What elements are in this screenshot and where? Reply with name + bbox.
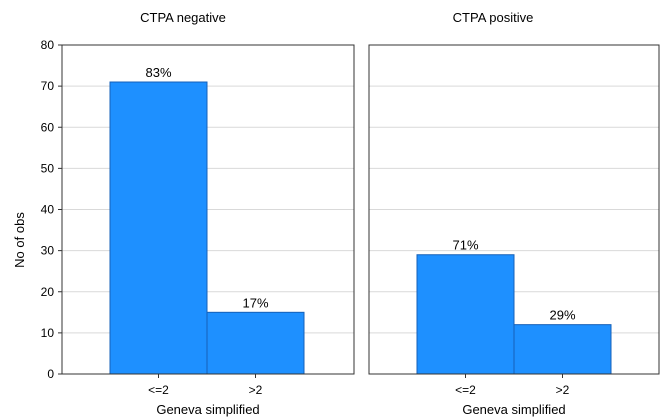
y-tick-label: 10 (41, 326, 55, 340)
data-label: 83% (145, 65, 171, 80)
panel-2-title: CTPA positive (453, 10, 534, 25)
panel-1-title: CTPA negative (140, 10, 226, 25)
data-label: 17% (242, 295, 268, 310)
panel-2-frame (368, 44, 660, 375)
panel-ctpa-negative: CTPA negative 83% 17% 0 10 20 30 40 50 60 70 80 <… (41, 10, 355, 417)
y-tick-label: 20 (41, 285, 55, 299)
y-tick-label: 40 (41, 203, 55, 217)
y-tick-label: 50 (41, 161, 55, 175)
y-tick-label: 80 (41, 38, 55, 52)
bar (416, 254, 515, 375)
bar (109, 81, 208, 375)
panel-1-x-axis-label: Geneva simplified (156, 402, 259, 417)
x-tick-label: >2 (556, 383, 570, 397)
x-tick-label: <=2 (148, 383, 169, 397)
bar (206, 311, 305, 375)
y-tick-label: 60 (41, 120, 55, 134)
y-tick-label: 30 (41, 244, 55, 258)
x-tick-label: <=2 (455, 383, 476, 397)
y-tick-label: 0 (47, 367, 54, 381)
panel-2-x-axis-label: Geneva simplified (462, 402, 565, 417)
x-tick-label: >2 (249, 383, 263, 397)
panel-ctpa-positive: CTPA positive 71% 29% <=2 >2 Geneva simpli… (368, 10, 660, 417)
y-tick-label: 70 (41, 79, 55, 93)
y-axis-label: No of obs (12, 212, 27, 268)
data-label: 29% (549, 308, 575, 323)
data-label: 71% (452, 238, 478, 253)
panel-1-frame (61, 44, 355, 375)
bar (513, 324, 612, 375)
